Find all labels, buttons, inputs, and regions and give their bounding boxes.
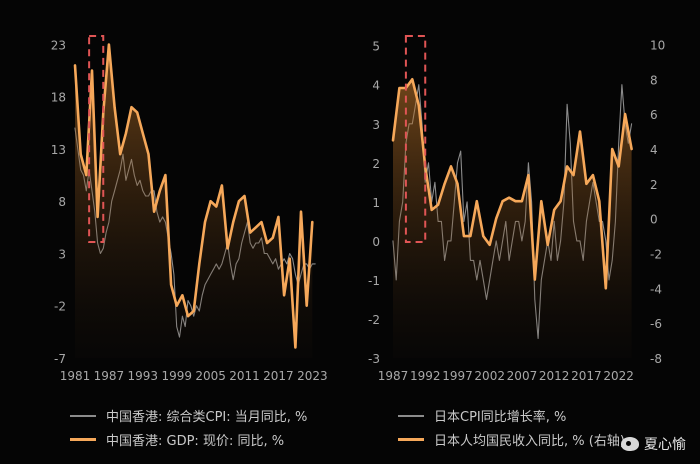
weibo-icon bbox=[621, 437, 639, 451]
x-tick-label: 2023 bbox=[297, 369, 328, 383]
series-line-orange bbox=[391, 78, 633, 290]
x-tick-label: 2017 bbox=[571, 369, 602, 383]
y2-tick-label: 6 bbox=[650, 108, 658, 122]
y-tick-label: 18 bbox=[51, 91, 66, 105]
y-tick-label: 8 bbox=[58, 195, 66, 209]
x-tick-label: 2011 bbox=[229, 369, 260, 383]
x-tick-label: 1992 bbox=[410, 369, 441, 383]
series-area-fill bbox=[393, 79, 632, 359]
x-tick-label: 2002 bbox=[474, 369, 505, 383]
y2-tick-label: -6 bbox=[650, 317, 662, 331]
series-area-fill bbox=[75, 44, 313, 358]
x-tick-label: 2007 bbox=[507, 369, 538, 383]
watermark: 夏心愉 bbox=[621, 434, 686, 454]
x-tick-label: 1987 bbox=[378, 369, 409, 383]
y-tick-label: -3 bbox=[368, 352, 380, 366]
x-tick-label: 1993 bbox=[128, 369, 159, 383]
legend-item-jp-cpi: 日本CPI同比增长率, % bbox=[398, 406, 566, 425]
y2-tick-label: 0 bbox=[650, 213, 658, 227]
y-tick-label: 23 bbox=[51, 38, 66, 52]
legend-label: 日本CPI同比增长率, % bbox=[434, 410, 567, 425]
y2-tick-label: 8 bbox=[650, 73, 658, 87]
x-tick-label: 2022 bbox=[603, 369, 634, 383]
y-tick-label: 3 bbox=[58, 247, 66, 261]
x-tick-label: 2017 bbox=[263, 369, 294, 383]
y2-tick-label: 10 bbox=[650, 38, 665, 52]
y-tick-label: 1 bbox=[372, 196, 380, 210]
series-line-orange bbox=[73, 43, 314, 349]
y2-tick-label: -4 bbox=[650, 282, 662, 296]
y-tick-label: -7 bbox=[54, 352, 66, 366]
left-chart: -7 -2 3 8 13 18 23 1981 1987 1993 1999 2005 2011 2017… bbox=[51, 35, 328, 383]
legend-label: 日本人均国民收入同比, % (右轴) bbox=[434, 434, 625, 449]
legend-item-jp-income: 日本人均国民收入同比, % (右轴) bbox=[398, 430, 625, 449]
legend-item-hk-cpi: 中国香港: 综合类CPI: 当月同比, % bbox=[70, 406, 307, 425]
y-tick-label: -1 bbox=[368, 274, 380, 288]
x-tick-label: 1987 bbox=[94, 369, 125, 383]
x-tick-label: 2005 bbox=[195, 369, 226, 383]
x-tick-label: 1999 bbox=[161, 369, 192, 383]
legend-swatch-orange bbox=[70, 438, 96, 441]
y2-tick-label: -8 bbox=[650, 352, 662, 366]
y-tick-label: 4 bbox=[372, 79, 380, 93]
x-tick-label: 2012 bbox=[539, 369, 570, 383]
legend-label: 中国香港: GDP: 现价: 同比, % bbox=[106, 434, 285, 449]
x-tick-label: 1981 bbox=[60, 369, 91, 383]
y-tick-label: -2 bbox=[54, 300, 66, 314]
y-tick-label: -2 bbox=[368, 313, 380, 327]
y2-tick-label: 2 bbox=[650, 178, 658, 192]
y-tick-label: 13 bbox=[51, 143, 66, 157]
highlight-box bbox=[404, 35, 427, 243]
legend-swatch-gray bbox=[398, 414, 424, 417]
legend-item-hk-gdp: 中国香港: GDP: 现价: 同比, % bbox=[70, 430, 284, 449]
legend-label: 中国香港: 综合类CPI: 当月同比, % bbox=[106, 410, 308, 425]
y-tick-label: 5 bbox=[372, 40, 380, 54]
y2-tick-label: 4 bbox=[650, 143, 658, 157]
y-tick-label: 2 bbox=[372, 157, 380, 171]
y-tick-label: 3 bbox=[372, 118, 380, 132]
y-tick-label: 0 bbox=[372, 235, 380, 249]
highlight-box bbox=[88, 35, 105, 243]
x-tick-label: 1997 bbox=[442, 369, 473, 383]
legend-swatch-gray bbox=[70, 414, 96, 417]
legend-swatch-orange bbox=[398, 438, 424, 441]
watermark-text: 夏心愉 bbox=[644, 437, 686, 453]
y2-tick-label: -2 bbox=[650, 247, 662, 261]
